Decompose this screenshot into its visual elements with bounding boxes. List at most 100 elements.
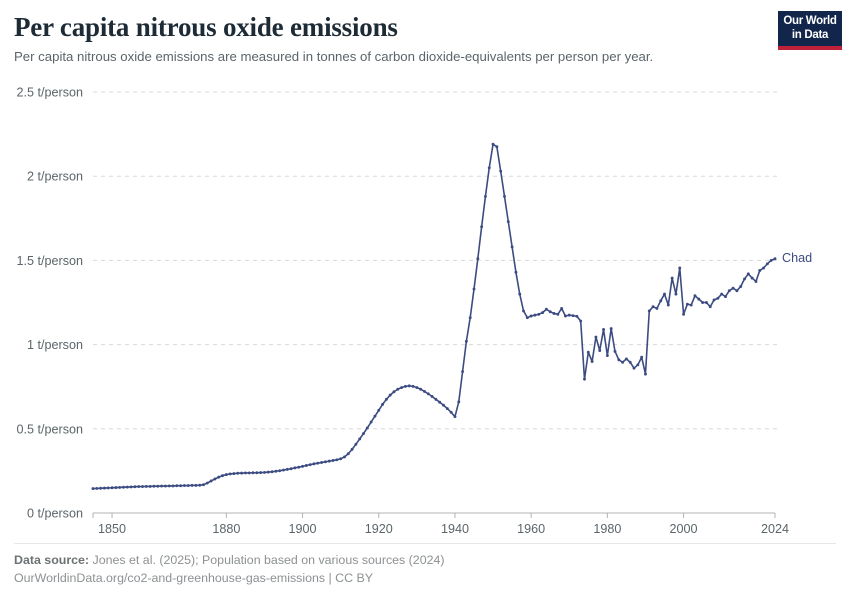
- series-data-point[interactable]: [636, 363, 640, 367]
- series-data-point[interactable]: [415, 386, 419, 389]
- series-data-point[interactable]: [114, 486, 118, 490]
- series-data-point[interactable]: [754, 280, 758, 283]
- series-data-point[interactable]: [503, 194, 506, 198]
- series-data-point[interactable]: [224, 473, 228, 477]
- series-data-point[interactable]: [346, 452, 350, 456]
- series-data-point[interactable]: [438, 400, 442, 404]
- series-data-point[interactable]: [270, 470, 274, 474]
- series-data-point[interactable]: [240, 471, 244, 475]
- series-data-point[interactable]: [400, 386, 404, 389]
- series-data-point[interactable]: [259, 471, 263, 475]
- series-data-point[interactable]: [213, 477, 217, 481]
- series-data-point[interactable]: [411, 384, 415, 388]
- series-data-point[interactable]: [202, 483, 205, 487]
- series-data-point[interactable]: [125, 485, 129, 489]
- series-data-point[interactable]: [727, 289, 731, 293]
- series-data-point[interactable]: [190, 483, 194, 487]
- series-data-point[interactable]: [567, 313, 571, 317]
- series-data-point[interactable]: [689, 303, 693, 307]
- series-data-point[interactable]: [663, 292, 666, 296]
- series-data-point[interactable]: [445, 407, 449, 411]
- series-data-point[interactable]: [571, 314, 575, 318]
- series-data-point[interactable]: [506, 220, 510, 224]
- series-data-point[interactable]: [758, 269, 762, 272]
- series-data-point[interactable]: [548, 310, 552, 314]
- series-data-point[interactable]: [263, 470, 266, 474]
- series-data-point[interactable]: [598, 349, 602, 352]
- series-data-point[interactable]: [388, 393, 392, 397]
- series-end-label[interactable]: Chad: [782, 251, 812, 265]
- series-data-point[interactable]: [141, 485, 144, 489]
- series-data-point[interactable]: [434, 397, 438, 401]
- series-data-point[interactable]: [533, 313, 537, 317]
- series-data-point[interactable]: [693, 294, 697, 298]
- series-data-point[interactable]: [491, 142, 495, 146]
- series-data-point[interactable]: [590, 359, 594, 363]
- series-data-point[interactable]: [369, 420, 373, 424]
- series-data-point[interactable]: [221, 474, 224, 478]
- series-data-point[interactable]: [655, 306, 659, 310]
- series-data-point[interactable]: [160, 484, 164, 488]
- series-data-point[interactable]: [354, 442, 358, 446]
- series-data-point[interactable]: [735, 289, 739, 293]
- series-data-point[interactable]: [495, 145, 499, 149]
- series-data-point[interactable]: [106, 486, 110, 490]
- series-data-point[interactable]: [163, 484, 167, 488]
- series-data-point[interactable]: [274, 469, 278, 473]
- series-data-point[interactable]: [179, 484, 183, 488]
- series-data-point[interactable]: [640, 355, 644, 359]
- series-data-point[interactable]: [396, 387, 400, 391]
- series-data-point[interactable]: [464, 339, 468, 343]
- series-data-point[interactable]: [716, 296, 720, 300]
- series-line[interactable]: [92, 143, 776, 490]
- series-data-point[interactable]: [316, 461, 320, 465]
- series-data-point[interactable]: [423, 389, 426, 393]
- series-data-point[interactable]: [765, 262, 769, 266]
- chart-plot-area[interactable]: 0 t/person 0.5 t/person 1 t/person 1.5 t/pe…: [0, 78, 850, 538]
- series-data-point[interactable]: [483, 194, 487, 198]
- series-data-point[interactable]: [167, 484, 171, 488]
- series-data-point[interactable]: [133, 485, 137, 489]
- series-data-point[interactable]: [171, 484, 175, 488]
- series-data-point[interactable]: [647, 309, 651, 313]
- series-data-point[interactable]: [407, 384, 411, 388]
- series-data-point[interactable]: [228, 472, 232, 476]
- series-data-point[interactable]: [205, 481, 209, 485]
- series-data-point[interactable]: [285, 467, 289, 471]
- series-data-point[interactable]: [628, 360, 632, 364]
- series-data-point[interactable]: [301, 464, 304, 468]
- series-data-point[interactable]: [750, 276, 754, 280]
- series-data-point[interactable]: [644, 372, 647, 376]
- series-data-point[interactable]: [697, 297, 701, 301]
- series-data-point[interactable]: [514, 270, 518, 274]
- series-data-point[interactable]: [102, 486, 106, 490]
- series-data-point[interactable]: [327, 459, 331, 463]
- series-data-point[interactable]: [377, 408, 381, 412]
- series-data-point[interactable]: [518, 292, 522, 296]
- series-data-point[interactable]: [442, 403, 445, 407]
- series-data-point[interactable]: [739, 285, 743, 288]
- series-data-point[interactable]: [510, 245, 514, 249]
- series-data-point[interactable]: [586, 350, 590, 354]
- series-data-point[interactable]: [552, 312, 556, 315]
- series-data-point[interactable]: [762, 266, 766, 270]
- series-data-point[interactable]: [419, 387, 423, 391]
- series-data-point[interactable]: [282, 468, 285, 472]
- series-data-point[interactable]: [461, 370, 465, 373]
- series-data-point[interactable]: [480, 225, 484, 229]
- series-data-point[interactable]: [122, 485, 125, 489]
- series-data-point[interactable]: [609, 327, 613, 331]
- series-data-point[interactable]: [255, 471, 259, 475]
- series-data-point[interactable]: [278, 469, 282, 473]
- series-data-point[interactable]: [708, 305, 712, 309]
- series-data-point[interactable]: [541, 311, 545, 315]
- series-data-point[interactable]: [358, 437, 362, 441]
- series-data-point[interactable]: [487, 166, 491, 170]
- series-chad[interactable]: [91, 142, 777, 491]
- series-data-point[interactable]: [746, 272, 750, 276]
- series-data-point[interactable]: [266, 470, 270, 474]
- series-data-point[interactable]: [339, 457, 343, 461]
- series-data-point[interactable]: [308, 463, 312, 467]
- series-data-point[interactable]: [724, 295, 727, 299]
- series-data-point[interactable]: [312, 462, 316, 466]
